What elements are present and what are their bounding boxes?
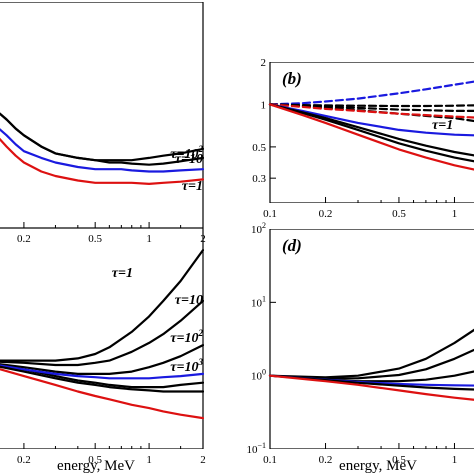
y-tick-label: 0.5 bbox=[252, 142, 266, 154]
series-line bbox=[268, 103, 474, 119]
series-line bbox=[268, 103, 474, 137]
x-tick-label: 2 bbox=[200, 454, 206, 466]
panel-d: 0.1 0.2 0.5 1 10−1 100 101 102 energy, MeV (d) bbox=[246, 221, 474, 474]
series-label: τ=1 bbox=[182, 179, 203, 194]
x-tick-label: 0.5 bbox=[88, 233, 102, 245]
panel-d-frame bbox=[269, 229, 474, 449]
panel-label: (d) bbox=[282, 236, 302, 255]
x-tick-label: 0.2 bbox=[17, 233, 31, 245]
panel-b-frame bbox=[269, 62, 474, 203]
series-label: τ=102 bbox=[170, 328, 203, 346]
series-line bbox=[0, 364, 204, 389]
panel-c: 0.2 0.5 1 2 energy, MeV τ=1 τ=10 τ=102 τ=103 bbox=[0, 228, 206, 474]
panel-b: 0.1 0.2 0.5 1 0.3 0.5 1 2 (b) τ=1 bbox=[252, 57, 474, 220]
x-tick-label: 0.2 bbox=[319, 208, 333, 220]
y-tick-label: 10−1 bbox=[246, 441, 266, 456]
x-tick-label: 0.2 bbox=[17, 454, 31, 466]
x-tick-label: 1 bbox=[146, 454, 152, 466]
x-tick-label: 0.5 bbox=[392, 208, 406, 220]
x-tick-label: 0.2 bbox=[319, 454, 333, 466]
series-line bbox=[268, 80, 474, 106]
annotation: τ=1 bbox=[432, 118, 453, 133]
series-line bbox=[268, 328, 474, 379]
series-line bbox=[0, 249, 204, 362]
y-tick-label: 102 bbox=[251, 221, 266, 236]
y-tick-label: 0.3 bbox=[252, 173, 266, 185]
panel-a-frame bbox=[0, 2, 204, 228]
x-tick-label: 0.5 bbox=[392, 454, 406, 466]
panel-label: (b) bbox=[282, 69, 302, 88]
panel-c-frame bbox=[0, 228, 204, 449]
x-tick-label: 1 bbox=[452, 208, 458, 220]
y-tick-label: 100 bbox=[251, 368, 266, 383]
series-label: τ=103 bbox=[170, 357, 203, 375]
series-line bbox=[268, 374, 474, 401]
series-line bbox=[268, 348, 474, 380]
y-tick-label: 1 bbox=[261, 99, 267, 111]
series-line bbox=[0, 112, 204, 166]
x-tick-label: 0.1 bbox=[263, 454, 277, 466]
x-tick-label: 1 bbox=[452, 454, 458, 466]
series-label: τ=10 bbox=[175, 293, 203, 308]
series-line bbox=[0, 368, 204, 420]
series-line bbox=[268, 374, 474, 391]
series-line bbox=[0, 128, 204, 173]
x-axis-label: energy, MeV bbox=[339, 458, 417, 474]
series-line bbox=[268, 103, 474, 171]
x-tick-label: 0.1 bbox=[263, 208, 277, 220]
series-line bbox=[0, 344, 204, 375]
x-tick-label: 1 bbox=[146, 233, 152, 245]
series-line bbox=[268, 103, 474, 163]
series-line bbox=[268, 103, 474, 108]
series-label: τ=1 bbox=[112, 266, 133, 281]
y-tick-label: 101 bbox=[251, 294, 266, 309]
series-line bbox=[0, 364, 204, 380]
series-label: τ=10 bbox=[175, 152, 203, 167]
series-line bbox=[0, 365, 204, 393]
x-tick-label: 0.5 bbox=[88, 454, 102, 466]
series-label: τ=102 bbox=[170, 144, 203, 162]
x-axis-label: energy, MeV bbox=[57, 458, 135, 474]
series-line bbox=[0, 299, 204, 367]
y-tick-label: 2 bbox=[261, 57, 267, 69]
series-line bbox=[0, 137, 204, 185]
